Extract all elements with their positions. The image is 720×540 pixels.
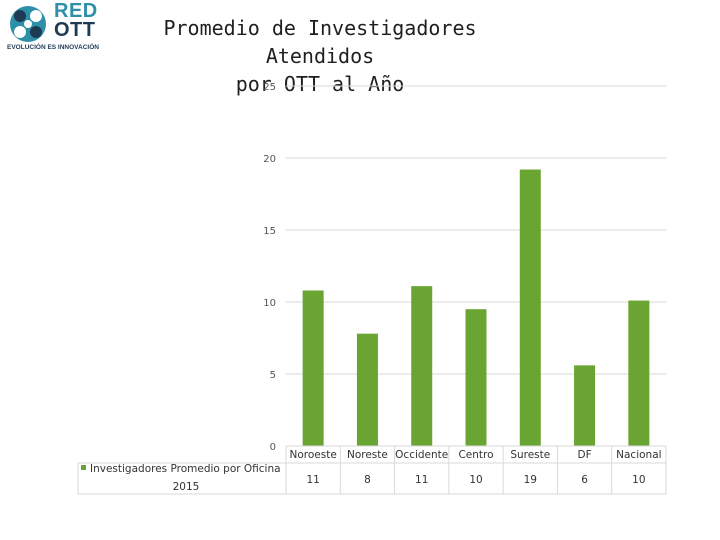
category-label: Noroeste: [289, 449, 336, 461]
y-tick-label: 20: [263, 154, 276, 165]
table-value: 11: [306, 474, 319, 486]
category-label: Occidente: [395, 449, 448, 461]
data-table: Noroeste 11 Noreste 8 Occidente 11 Centro 10 Sur…: [77, 445, 667, 495]
bar: [411, 286, 433, 446]
table-value: 8: [364, 474, 371, 486]
bars: [302, 169, 650, 446]
chart-title: Promedio de Investigadores Atendidos por…: [163, 16, 477, 96]
category-label: Nacional: [616, 449, 661, 461]
y-tick-label: 0: [270, 442, 276, 453]
legend-label-line1: Investigadores Promedio por Oficina: [90, 463, 281, 475]
legend-label-line2: 2015: [173, 481, 200, 493]
y-tick-label: 15: [263, 226, 276, 237]
logo-wordmark: RED OTT: [54, 0, 98, 41]
y-tick-label: 25: [263, 82, 276, 93]
logo-word-red: RED: [54, 0, 98, 22]
category-label: DF: [578, 449, 592, 461]
y-tick-label: 10: [263, 298, 276, 309]
bar: [302, 290, 324, 446]
category-label: Centro: [458, 449, 493, 461]
table-value: 11: [415, 474, 428, 486]
table-value: 19: [524, 474, 537, 486]
bar: [628, 300, 650, 446]
legend-swatch: [81, 465, 86, 470]
category-label: Sureste: [510, 449, 550, 461]
logo-mark-icon: [10, 6, 46, 42]
logo-tagline: EVOLUCIÓN ES INNOVACIÓN: [7, 44, 99, 51]
bar: [574, 365, 596, 446]
y-axis-ticks: 0 5 10 15 20 25: [263, 82, 276, 453]
logo-word-ott: OTT: [54, 19, 96, 41]
bar: [356, 333, 378, 446]
y-tick-label: 5: [270, 370, 276, 381]
category-label: Noreste: [347, 449, 388, 461]
table-value: 10: [469, 474, 482, 486]
red-ott-logo: RED OTT EVOLUCIÓN ES INNOVACIÓN: [4, 0, 114, 52]
bar: [519, 169, 541, 446]
table-value: 6: [581, 474, 588, 486]
table-value: 10: [632, 474, 645, 486]
bar: [465, 309, 487, 446]
